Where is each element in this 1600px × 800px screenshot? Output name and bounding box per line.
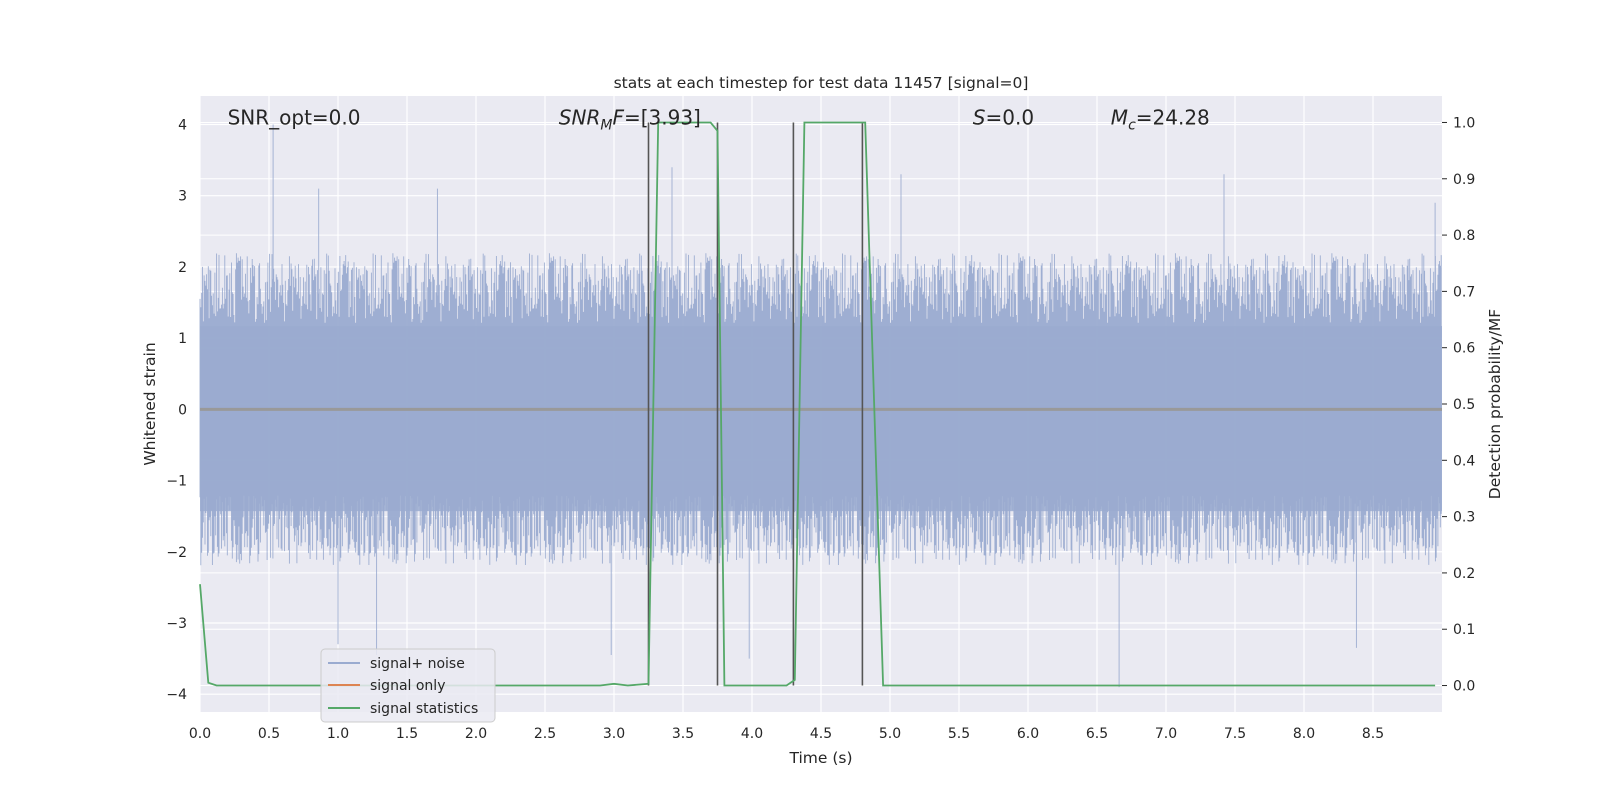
y-tick-label: 2	[178, 260, 187, 276]
annotation-text: S=0.0	[973, 105, 1034, 129]
y-axis-label: Whitened strain	[141, 342, 159, 465]
y-right-tick-label: 1.0	[1453, 115, 1475, 131]
x-tick-label: 5.0	[879, 726, 901, 742]
y-right-tick-label: 0.1	[1453, 622, 1475, 638]
x-tick-label: 3.5	[672, 726, 694, 742]
y-tick-label: −4	[166, 687, 187, 703]
x-tick-label: 2.5	[534, 726, 556, 742]
y-tick-label: 4	[178, 117, 187, 133]
y-right-tick-label: 0.7	[1453, 284, 1475, 300]
x-tick-label: 1.5	[396, 726, 418, 742]
legend-label-signal-only: signal only	[370, 678, 445, 694]
x-tick-label: 5.5	[948, 726, 970, 742]
annotation-text: SNR_opt=0.0	[228, 105, 361, 129]
x-tick-label: 8.5	[1362, 726, 1384, 742]
legend-label-signal-statistics: signal statistics	[370, 701, 478, 717]
y-right-tick-label: 0.2	[1453, 566, 1475, 582]
x-tick-label: 2.0	[465, 726, 487, 742]
x-axis-label: Time (s)	[788, 749, 852, 767]
legend-box	[320, 648, 496, 723]
y-right-tick-label: 0.5	[1453, 397, 1475, 413]
x-tick-label: 4.0	[741, 726, 763, 742]
x-tick-label: 4.5	[810, 726, 832, 742]
x-tick-label: 0.0	[189, 726, 211, 742]
x-tick-label: 7.0	[1155, 726, 1177, 742]
y-right-tick-label: 0.8	[1453, 228, 1475, 244]
y-tick-label: 3	[178, 189, 187, 205]
y-right-tick-label: 0.4	[1453, 453, 1475, 469]
y-tick-label: 0	[178, 402, 187, 418]
x-tick-label: 0.5	[258, 726, 280, 742]
y-right-axis-label: Detection probability/MF	[1486, 309, 1504, 500]
x-tick-label: 1.0	[327, 726, 349, 742]
x-tick-label: 7.5	[1224, 726, 1246, 742]
x-tick-label: 8.0	[1293, 726, 1315, 742]
y-tick-label: −2	[166, 545, 187, 561]
x-tick-label: 6.0	[1017, 726, 1039, 742]
annotation-text: SNRMF=[3.93]	[559, 105, 701, 133]
y-tick-label: −3	[166, 616, 187, 632]
y-right-tick-label: 0.3	[1453, 510, 1475, 526]
y-tick-label: −1	[166, 474, 187, 490]
legend: signal+ noise signal only signal statist…	[320, 648, 496, 723]
x-tick-labels: 0.0 0.5 1.0 1.5 2.0 2.5 3.0 3.5 4.0 4.5 5.0 5.5 6.0 6…	[189, 726, 1384, 742]
y-right-tick-label: 0.9	[1453, 172, 1475, 188]
chart-title: stats at each timestep for test data 114…	[614, 74, 1029, 92]
x-tick-label: 6.5	[1086, 726, 1108, 742]
y-right-tick-labels: 0.0 0.1 0.2 0.3 0.4 0.5 0.6 0.7 0.8 0.9 1.0	[1442, 115, 1475, 695]
y-tick-labels: −4 −3 −2 −1 0 1 2 3 4	[166, 117, 187, 703]
annotation-text: Mc=24.28	[1111, 105, 1210, 133]
y-tick-label: 1	[178, 331, 187, 347]
plot-marks	[199, 121, 1442, 688]
y-right-tick-label: 0.0	[1453, 679, 1475, 695]
y-right-tick-label: 0.6	[1453, 341, 1475, 357]
x-tick-label: 3.0	[603, 726, 625, 742]
annotations: SNR_opt=0.0 SNRMF=[3.93] S=0.0 Mc=24.28	[228, 105, 1210, 133]
legend-label-signal-noise: signal+ noise	[370, 656, 465, 672]
